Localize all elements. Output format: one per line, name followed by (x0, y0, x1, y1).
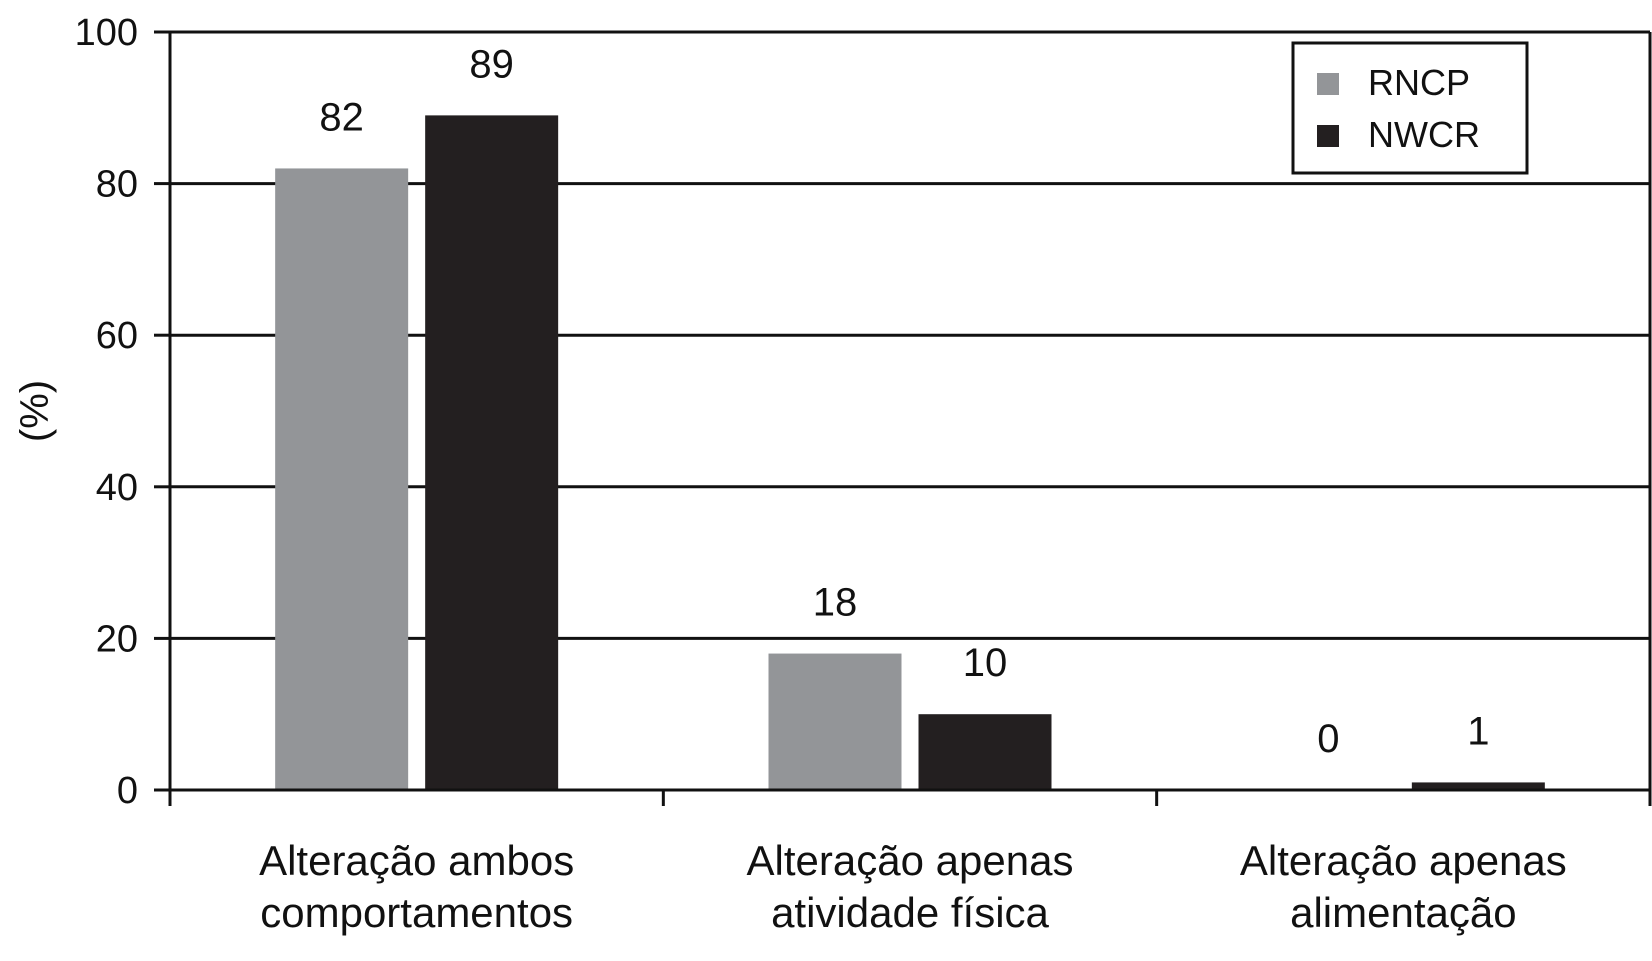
category-label-line-0-1: comportamentos (260, 889, 573, 936)
category-label-2: Alteração apenas alimentação (1240, 837, 1567, 936)
data-label-rncp-0: 82 (319, 95, 364, 139)
category-label-line-0-0: Alteração ambos (259, 837, 574, 884)
legend-swatch-nwcr (1317, 125, 1339, 147)
bar-nwcr-0 (425, 115, 559, 790)
y-tick-label-100: 100 (75, 12, 138, 54)
legend-label-rncp: RNCP (1368, 62, 1470, 103)
y-tick-label-0: 0 (117, 770, 138, 812)
legend: RNCP NWCR (1291, 41, 1529, 175)
data-label-rncp-2: 0 (1317, 717, 1339, 761)
y-tick-label-60: 60 (96, 315, 138, 357)
bars (275, 115, 1545, 790)
category-label-line-2-0: Alteração apenas (1240, 837, 1567, 884)
bar-rncp-0 (275, 168, 409, 790)
y-tick-label-20: 20 (96, 618, 138, 660)
gridlines (170, 30, 1650, 640)
data-label-nwcr-1: 10 (963, 641, 1008, 685)
legend-label-nwcr: NWCR (1368, 114, 1480, 155)
data-label-nwcr-0: 89 (469, 42, 514, 86)
y-tick-label-80: 80 (96, 164, 138, 206)
data-label-rncp-1: 18 (813, 581, 858, 625)
y-tick-label-40: 40 (96, 467, 138, 509)
category-label-line-1-1: atividade física (771, 889, 1049, 936)
legend-swatch-rncp (1317, 73, 1339, 95)
bar-nwcr-2 (1411, 782, 1545, 790)
data-label-nwcr-2: 1 (1467, 709, 1489, 753)
category-label-0: Alteração ambos comportamentos (259, 837, 574, 936)
category-label-1: Alteração apenas atividade física (747, 837, 1074, 936)
bar-nwcr-1 (918, 714, 1052, 790)
bar-rncp-1 (768, 653, 902, 790)
category-label-line-2-1: alimentação (1290, 889, 1516, 936)
y-axis-label: (%) (13, 380, 57, 442)
legend-box (1291, 41, 1529, 175)
category-label-line-1-0: Alteração apenas (747, 837, 1074, 884)
